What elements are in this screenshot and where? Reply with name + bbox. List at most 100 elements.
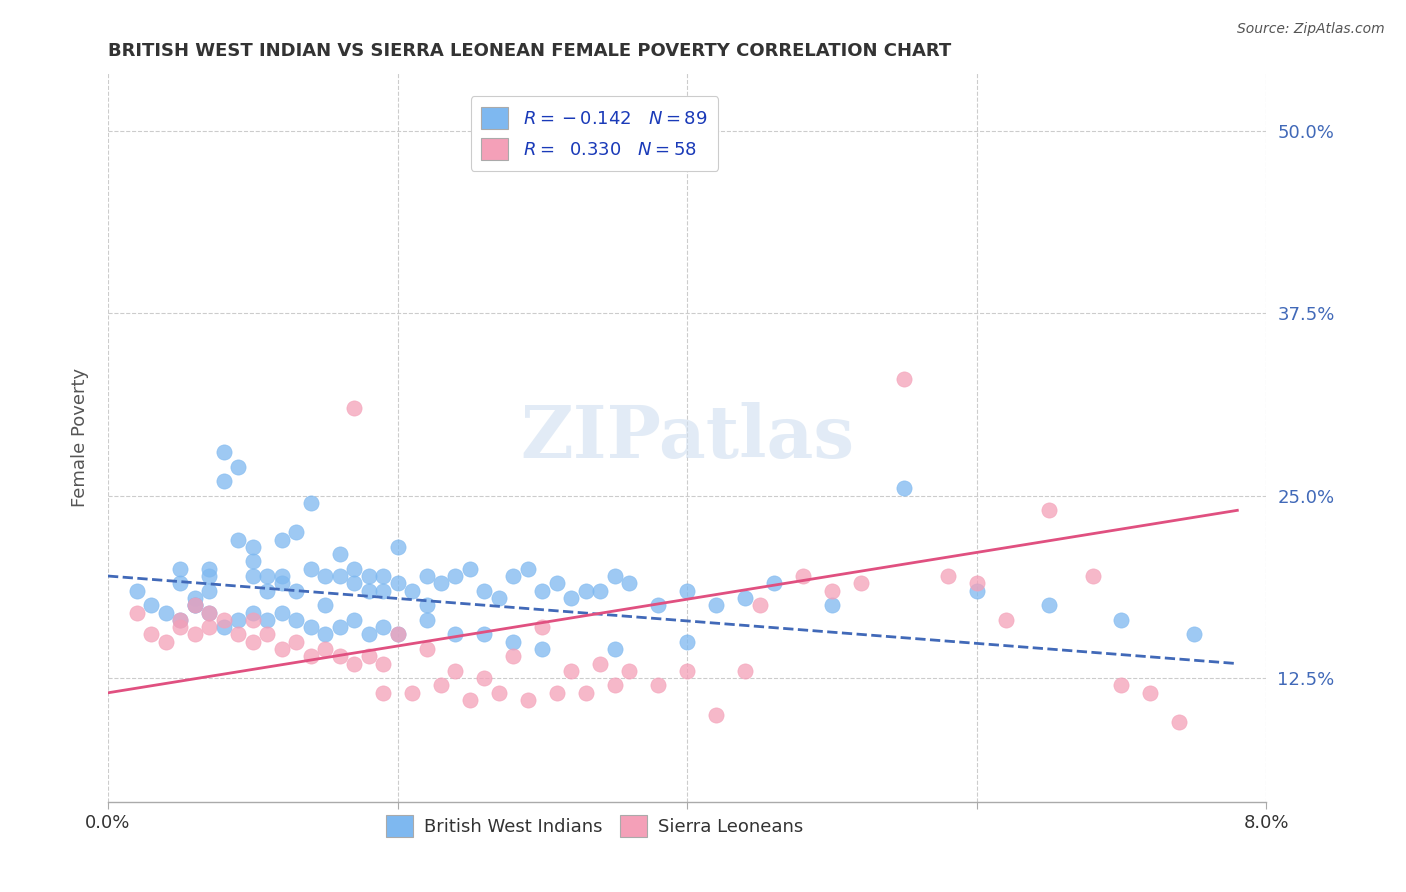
Point xyxy=(343,613,366,627)
Point xyxy=(893,372,915,386)
Point xyxy=(560,664,582,678)
Point xyxy=(169,576,191,591)
Point xyxy=(299,562,322,576)
Point xyxy=(516,562,538,576)
Point xyxy=(256,613,278,627)
Point xyxy=(704,598,727,612)
Point xyxy=(329,569,352,583)
Point xyxy=(748,598,770,612)
Point xyxy=(198,562,221,576)
Point xyxy=(226,613,249,627)
Point xyxy=(575,686,598,700)
Point xyxy=(371,686,394,700)
Point xyxy=(226,533,249,547)
Point xyxy=(415,613,437,627)
Point xyxy=(821,583,844,598)
Point xyxy=(169,613,191,627)
Point xyxy=(546,576,568,591)
Point xyxy=(474,627,496,641)
Text: ZIPatlas: ZIPatlas xyxy=(520,402,855,473)
Point xyxy=(734,664,756,678)
Point xyxy=(343,562,366,576)
Point xyxy=(155,606,177,620)
Point xyxy=(936,569,959,583)
Point xyxy=(141,598,163,612)
Point xyxy=(575,583,598,598)
Point xyxy=(531,583,554,598)
Legend: British West Indians, Sierra Leoneans: British West Indians, Sierra Leoneans xyxy=(378,808,810,845)
Point xyxy=(285,634,308,648)
Point xyxy=(169,620,191,634)
Point xyxy=(371,583,394,598)
Point xyxy=(184,598,207,612)
Point xyxy=(531,642,554,657)
Point xyxy=(546,686,568,700)
Point xyxy=(488,686,510,700)
Point xyxy=(1038,598,1060,612)
Point xyxy=(821,598,844,612)
Point xyxy=(387,627,409,641)
Point xyxy=(401,686,423,700)
Point xyxy=(502,649,524,664)
Point xyxy=(676,634,699,648)
Point xyxy=(371,620,394,634)
Point xyxy=(430,678,453,692)
Point xyxy=(256,569,278,583)
Point xyxy=(444,664,467,678)
Point xyxy=(966,576,988,591)
Point xyxy=(256,627,278,641)
Point xyxy=(458,693,481,707)
Point xyxy=(169,613,191,627)
Point xyxy=(560,591,582,605)
Point xyxy=(415,569,437,583)
Point xyxy=(792,569,814,583)
Point xyxy=(458,562,481,576)
Point xyxy=(285,525,308,540)
Point xyxy=(1038,503,1060,517)
Point xyxy=(329,649,352,664)
Point xyxy=(343,657,366,671)
Point xyxy=(444,569,467,583)
Point xyxy=(343,401,366,416)
Point xyxy=(603,642,626,657)
Point xyxy=(401,583,423,598)
Point xyxy=(285,613,308,627)
Point xyxy=(169,562,191,576)
Point xyxy=(242,540,264,554)
Point xyxy=(589,657,612,671)
Point xyxy=(603,569,626,583)
Point xyxy=(314,569,336,583)
Point xyxy=(849,576,872,591)
Point xyxy=(994,613,1017,627)
Point xyxy=(184,591,207,605)
Point xyxy=(763,576,786,591)
Point xyxy=(704,707,727,722)
Point xyxy=(141,627,163,641)
Point xyxy=(603,678,626,692)
Point xyxy=(242,606,264,620)
Point xyxy=(371,657,394,671)
Point xyxy=(256,583,278,598)
Point xyxy=(357,649,380,664)
Point xyxy=(387,540,409,554)
Point xyxy=(415,642,437,657)
Point xyxy=(242,634,264,648)
Point xyxy=(531,620,554,634)
Text: Source: ZipAtlas.com: Source: ZipAtlas.com xyxy=(1237,22,1385,37)
Point xyxy=(270,606,292,620)
Text: BRITISH WEST INDIAN VS SIERRA LEONEAN FEMALE POVERTY CORRELATION CHART: BRITISH WEST INDIAN VS SIERRA LEONEAN FE… xyxy=(108,42,952,60)
Point xyxy=(314,598,336,612)
Point xyxy=(589,583,612,598)
Point xyxy=(1168,714,1191,729)
Point xyxy=(285,583,308,598)
Point xyxy=(502,569,524,583)
Point xyxy=(357,569,380,583)
Point xyxy=(198,569,221,583)
Point xyxy=(299,649,322,664)
Point xyxy=(242,613,264,627)
Point xyxy=(155,634,177,648)
Point xyxy=(371,569,394,583)
Point xyxy=(647,678,669,692)
Point xyxy=(893,482,915,496)
Point xyxy=(1081,569,1104,583)
